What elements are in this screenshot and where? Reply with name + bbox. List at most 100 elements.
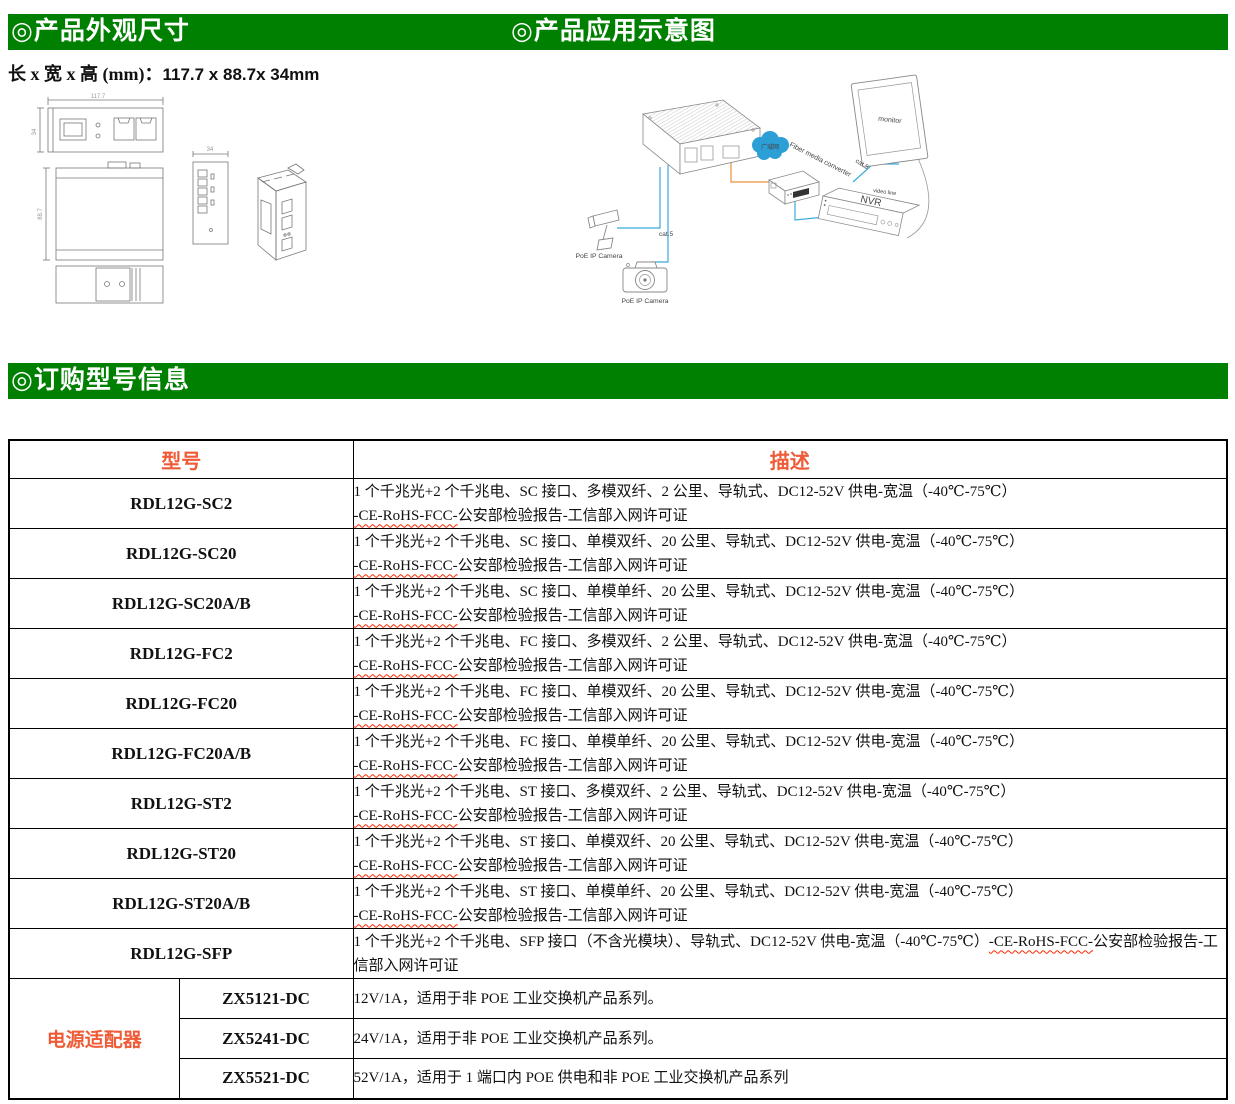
- certification-text: -CE-RoHS-FCC-: [353, 657, 458, 674]
- description-cell: 1 个千兆光+2 个千兆电、SFP 接口（不含光模块）、导轨式、DC12-52V…: [352, 928, 1228, 979]
- adapter-group-cell: 电源适配器: [8, 978, 180, 1099]
- model-cell: RDL12G-FC20: [8, 678, 354, 729]
- table-row: RDL12G-ST2 1 个千兆光+2 个千兆电、ST 接口、多模双纤、2 公里、…: [8, 778, 1228, 829]
- order-table: 型号 描述 RDL12G-SC2 1 个千兆光+2 个千兆电、SC 接口、多模双纤…: [8, 439, 1228, 1100]
- description-text: 1 个千兆光+2 个千兆电、ST 接口、单模单纤、20 公里、导轨式、DC12-…: [353, 883, 1023, 900]
- dimensions-label: 长 x 宽 x 高 (mm)：: [8, 64, 163, 84]
- description-text: 公安部检验报告-工信部入网许可证: [457, 807, 688, 824]
- cloud-label: 广域网: [761, 143, 779, 151]
- adapter-row: 电源适配器 ZX5121-DC 12V/1A，适用于非 POE 工业交换机产品系列。: [8, 978, 1228, 1099]
- poe-camera2-label: PoE IP Camera: [621, 298, 668, 305]
- certification-text: -CE-RoHS-FCC-: [353, 907, 458, 924]
- certification-text: -CE-RoHS-FCC-: [353, 857, 458, 874]
- drawing-dim-side: 34: [207, 147, 214, 153]
- cat5-camera-label: cat.5: [659, 231, 673, 238]
- description-text: 1 个千兆光+2 个千兆电、SC 接口、多模双纤、2 公里、导轨式、DC12-5…: [353, 483, 1017, 500]
- adapter-description-cell: 12V/1A，适用于非 POE 工业交换机产品系列。: [352, 978, 1228, 1019]
- poe-camera1-label: PoE IP Camera: [575, 253, 622, 260]
- adapter-model-cell: ZX5121-DC: [178, 978, 354, 1019]
- poe-camera-1: [587, 209, 620, 251]
- description-text: 1 个千兆光+2 个千兆电、FC 接口、多模双纤、2 公里、导轨式、DC12-5…: [353, 633, 1017, 650]
- monitor: monitor: [850, 74, 929, 168]
- table-row: RDL12G-ST20A/B 1 个千兆光+2 个千兆电、ST 接口、单模单纤、2…: [8, 878, 1228, 929]
- description-text: 1 个千兆光+2 个千兆电、SFP 接口（不含光模块）、导轨式、DC12-52V…: [353, 933, 989, 950]
- description-text: 1 个千兆光+2 个千兆电、ST 接口、单模双纤、20 公里、导轨式、DC12-…: [353, 833, 1023, 850]
- poe-camera-2: [622, 261, 668, 293]
- order-table-body: RDL12G-SC2 1 个千兆光+2 个千兆电、SC 接口、多模双纤、2 公里、…: [8, 478, 1228, 1099]
- description-cell: 1 个千兆光+2 个千兆电、SC 接口、单模双纤、20 公里、导轨式、DC12-…: [352, 528, 1228, 579]
- dimensions-section-title: ◎产品外观尺寸: [11, 18, 190, 45]
- application-diagram: 广域网 Fiber media converter monitor NVR vi…: [575, 74, 930, 305]
- dimensions-value: 117.7 x 88.7x 34mm: [162, 65, 320, 84]
- description-text: 公安部检验报告-工信部入网许可证: [457, 507, 688, 524]
- cable-camera1: [617, 167, 661, 229]
- certification-text: -CE-RoHS-FCC-: [353, 707, 458, 724]
- model-cell: RDL12G-ST2: [8, 778, 354, 829]
- adapter-model-cell: ZX5241-DC: [178, 1018, 354, 1059]
- application-section-title: ◎产品应用示意图: [511, 18, 716, 45]
- model-cell: RDL12G-ST20A/B: [8, 878, 354, 929]
- drawing-dim-height: 88.7: [38, 208, 44, 220]
- table-row: RDL12G-SC20 1 个千兆光+2 个千兆电、SC 接口、单模双纤、20 公…: [8, 528, 1228, 579]
- ordering-section-bar: ◎订购型号信息: [8, 363, 1228, 399]
- table-row: RDL12G-SC2 1 个千兆光+2 个千兆电、SC 接口、多模双纤、2 公里、…: [8, 478, 1228, 529]
- nvr-label: NVR: [859, 194, 882, 209]
- certification-text: -CE-RoHS-FCC-: [988, 933, 1094, 950]
- adapter-description-cell: 24V/1A，适用于非 POE 工业交换机产品系列。: [352, 1018, 1228, 1059]
- description-text: 公安部检验报告-工信部入网许可证: [457, 607, 688, 624]
- description-cell: 1 个千兆光+2 个千兆电、ST 接口、单模双纤、20 公里、导轨式、DC12-…: [352, 828, 1228, 879]
- table-row: RDL12G-SFP 1 个千兆光+2 个千兆电、SFP 接口（不含光模块）、导轨…: [8, 928, 1228, 979]
- description-text: 公安部检验报告-工信部入网许可证: [457, 557, 688, 574]
- description-text: 1 个千兆光+2 个千兆电、SC 接口、单模双纤、20 公里、导轨式、DC12-…: [353, 533, 1025, 550]
- top-section-bar: ◎产品外观尺寸 ◎产品应用示意图: [8, 14, 1228, 50]
- nvr: NVR: [817, 187, 921, 237]
- order-table-header-row: 型号 描述: [8, 439, 1228, 479]
- model-cell: RDL12G-FC20A/B: [8, 728, 354, 779]
- model-cell: RDL12G-SC20: [8, 528, 354, 579]
- certification-text: -CE-RoHS-FCC-: [353, 507, 458, 524]
- description-column-header: 描述: [352, 439, 1228, 479]
- description-text: 1 个千兆光+2 个千兆电、FC 接口、单模双纤、20 公里、导轨式、DC12-…: [353, 683, 1025, 700]
- description-text: 1 个千兆光+2 个千兆电、SC 接口、单模单纤、20 公里、导轨式、DC12-…: [353, 583, 1025, 600]
- description-text: 公安部检验报告-工信部入网许可证: [457, 907, 688, 924]
- description-cell: 1 个千兆光+2 个千兆电、SC 接口、单模单纤、20 公里、导轨式、DC12-…: [352, 578, 1228, 629]
- model-cell: RDL12G-SC2: [8, 478, 354, 529]
- adapter-row: ZX5521-DC 52V/1A，适用于 1 端口内 POE 供电和非 POE 工…: [9, 1058, 1228, 1099]
- description-cell: 1 个千兆光+2 个千兆电、ST 接口、单模单纤、20 公里、导轨式、DC12-…: [352, 878, 1228, 929]
- model-cell: RDL12G-SFP: [8, 928, 354, 979]
- video-line-label: video line: [873, 188, 897, 197]
- table-row: RDL12G-SC20A/B 1 个千兆光+2 个千兆电、SC 接口、单模单纤、2…: [8, 578, 1228, 629]
- description-cell: 1 个千兆光+2 个千兆电、FC 接口、多模双纤、2 公里、导轨式、DC12-5…: [352, 628, 1228, 679]
- description-cell: 1 个千兆光+2 个千兆电、FC 接口、单模单纤、20 公里、导轨式、DC12-…: [352, 728, 1228, 779]
- ordering-section-title: ◎订购型号信息: [11, 367, 190, 394]
- description-text: 公安部检验报告-工信部入网许可证: [457, 707, 688, 724]
- monitor-label: monitor: [878, 116, 903, 125]
- drawing-dim-depth: 34: [32, 128, 38, 135]
- fiber-media-converter: [768, 170, 820, 205]
- description-cell: 1 个千兆光+2 个千兆电、FC 接口、单模双纤、20 公里、导轨式、DC12-…: [352, 678, 1228, 729]
- description-text: 公安部检验报告-工信部入网许可证: [457, 657, 688, 674]
- model-cell: RDL12G-SC20A/B: [8, 578, 354, 629]
- description-text: 公安部检验报告-工信部入网许可证: [457, 857, 688, 874]
- video-cable: [906, 155, 930, 239]
- industrial-switch: [642, 99, 761, 175]
- certification-text: -CE-RoHS-FCC-: [353, 607, 458, 624]
- table-row: RDL12G-FC20 1 个千兆光+2 个千兆电、FC 接口、单模双纤、20 公…: [8, 678, 1228, 729]
- drawing-dim-width: 117.7: [91, 94, 106, 100]
- description-text: 公安部检验报告-工信部入网许可证: [457, 757, 688, 774]
- table-row: RDL12G-ST20 1 个千兆光+2 个千兆电、ST 接口、单模双纤、20 公…: [8, 828, 1228, 879]
- description-text: 1 个千兆光+2 个千兆电、ST 接口、多模双纤、2 公里、导轨式、DC12-5…: [353, 783, 1016, 800]
- description-text: 公安部检验报告-工信部入网许可证: [353, 933, 1219, 974]
- description-text: 1 个千兆光+2 个千兆电、FC 接口、单模单纤、20 公里、导轨式、DC12-…: [353, 733, 1025, 750]
- model-column-header: 型号: [8, 439, 354, 479]
- product-dimension-drawing: 117.7 34 88.7 34: [32, 94, 307, 304]
- cable-fiber: [730, 162, 769, 183]
- certification-text: -CE-RoHS-FCC-: [353, 757, 458, 774]
- certification-text: -CE-RoHS-FCC-: [353, 807, 458, 824]
- certification-text: -CE-RoHS-FCC-: [353, 557, 458, 574]
- model-cell: RDL12G-ST20: [8, 828, 354, 879]
- table-row: RDL12G-FC20A/B 1 个千兆光+2 个千兆电、FC 接口、单模单纤、2…: [8, 728, 1228, 779]
- wan-cloud: 广域网: [752, 131, 789, 160]
- adapter-model-cell: ZX5521-DC: [178, 1058, 354, 1099]
